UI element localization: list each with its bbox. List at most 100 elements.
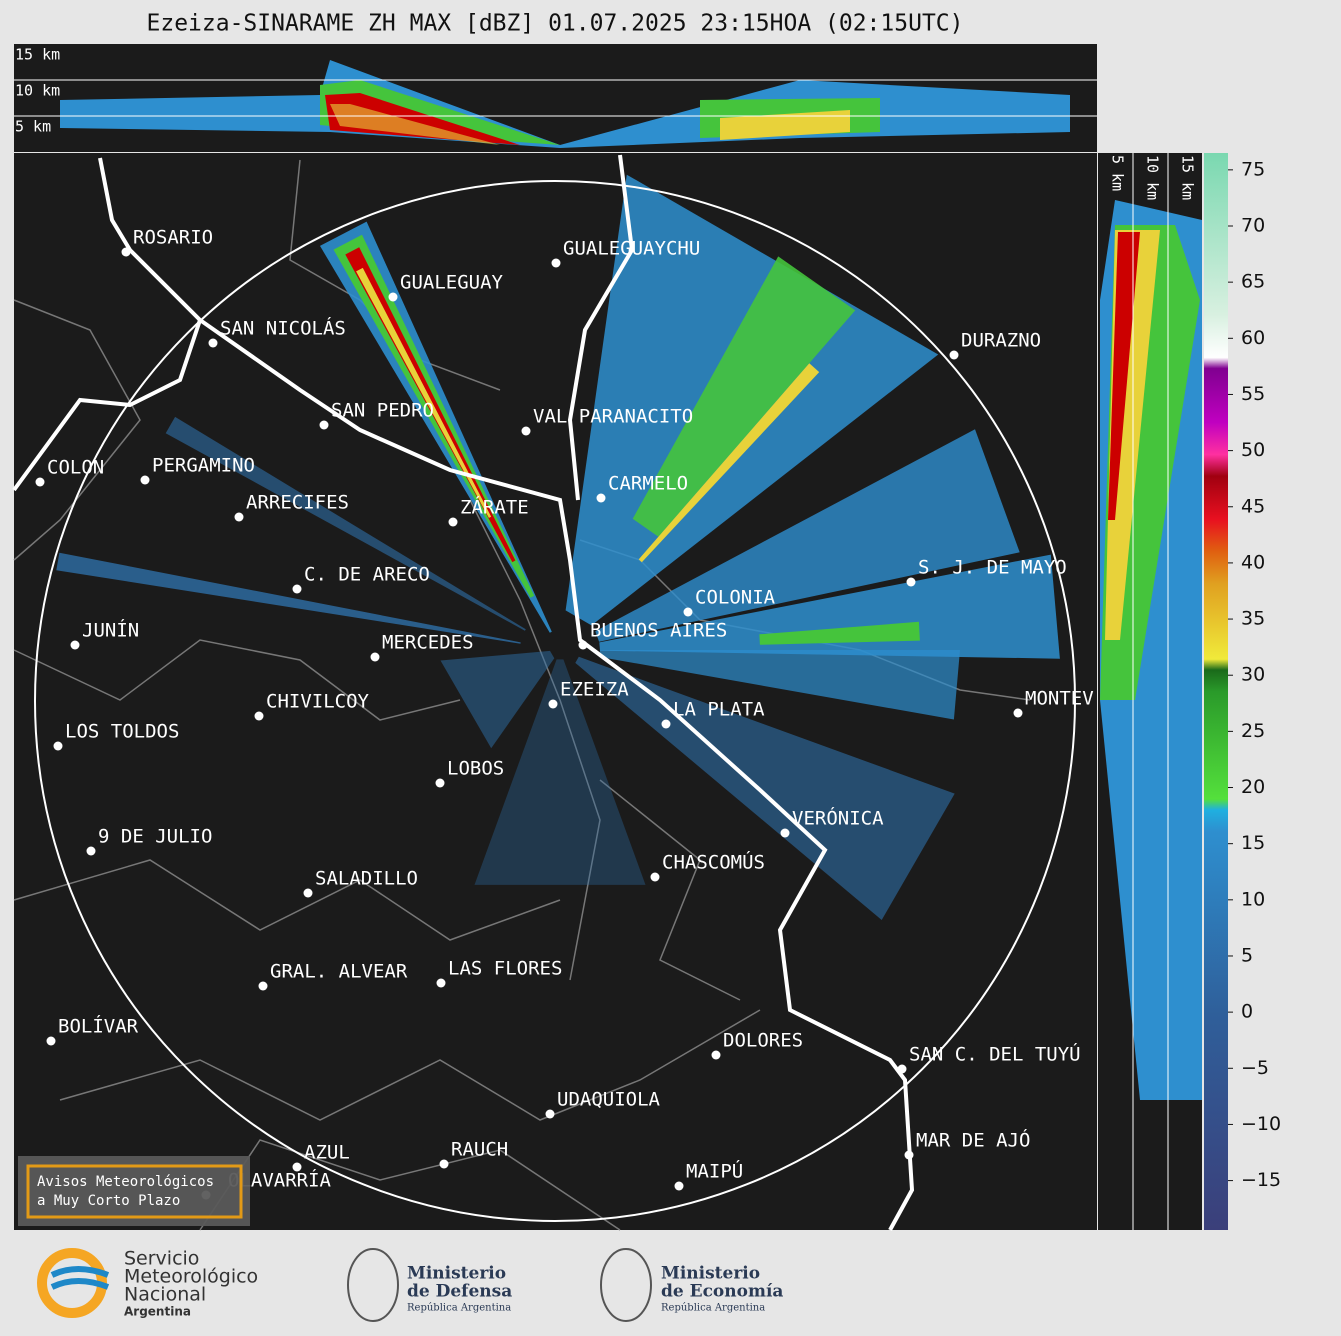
colorbar-bar	[1204, 153, 1228, 1230]
colorbar-tick-label: 25	[1241, 720, 1265, 742]
city-label: AZUL	[304, 1142, 350, 1164]
city-dot	[906, 577, 916, 587]
city-dot	[674, 1181, 684, 1191]
city-dot	[140, 475, 150, 485]
city-dot	[439, 1159, 449, 1169]
echo-wedge	[165, 416, 526, 631]
city-label: SALADILLO	[315, 868, 418, 890]
echo-wedge	[356, 267, 492, 518]
city-dot	[70, 640, 80, 650]
colorbar-tick-label: 55	[1241, 383, 1265, 405]
city-dot	[388, 292, 398, 302]
city-label: LA PLATA	[673, 699, 765, 721]
logo-text: Servicio	[124, 1248, 199, 1270]
city-dot	[448, 517, 458, 527]
echo-wedge	[599, 554, 1060, 659]
city-dot	[521, 426, 531, 436]
city-label: SAN C. DEL TUYÚ	[909, 1042, 1081, 1066]
city-dot	[711, 1050, 721, 1060]
city-label: DOLORES	[723, 1030, 803, 1052]
city-label: CHASCOMÚS	[662, 850, 765, 874]
logo-text: Argentina	[124, 1305, 191, 1319]
city-label: CARMELO	[608, 473, 688, 495]
range-ring	[34, 180, 1076, 1222]
title: Ezeiza-SINARAME ZH MAX [dBZ] 01.07.2025 …	[147, 11, 964, 37]
city-label: BOLÍVAR	[58, 1015, 139, 1038]
echo-wedge	[474, 659, 646, 885]
colorbar-tick-label: 15	[1241, 832, 1265, 854]
city-dot	[292, 1162, 302, 1172]
echo-wedge	[440, 650, 555, 749]
colorbar-tick-label: 35	[1241, 608, 1265, 630]
echo-wedge	[638, 363, 820, 563]
logo-text: de Economía	[661, 1282, 783, 1302]
coat-of-arms	[347, 1248, 399, 1322]
notice-text: Avisos Meteorológicos	[37, 1174, 214, 1190]
city-label: MERCEDES	[382, 632, 474, 654]
side-height-label: 10 km	[1144, 155, 1162, 200]
colorbar-tick-label: 10	[1241, 888, 1265, 910]
city-label: DURAZNO	[961, 330, 1041, 352]
logo-text: República Argentina	[661, 1303, 765, 1314]
cities: ROSARIO GUALEGUAY GUALEGUAYCHU SAN NICOLÁS D…	[35, 227, 1094, 1200]
city-dot	[319, 420, 329, 430]
city-dot	[683, 607, 693, 617]
logo-text: Meteorológico	[124, 1266, 258, 1288]
logo-text: Ministerio	[661, 1264, 760, 1284]
colorbar-tick-label: −15	[1241, 1169, 1281, 1191]
city-dot	[436, 978, 446, 988]
city-label: LOS TOLDOS	[65, 721, 179, 743]
colorbar-tick-label: 30	[1241, 664, 1265, 686]
height-label: 5 km	[15, 118, 51, 136]
notice-frame	[26, 1164, 243, 1219]
city-dot	[661, 719, 671, 729]
city-dot	[208, 338, 218, 348]
city-label: MAR DE AJÓ	[916, 1128, 1030, 1152]
city-dot	[234, 512, 244, 522]
height-label: 15 km	[15, 46, 60, 64]
city-label: EZEIZA	[560, 679, 629, 701]
city-dot	[258, 981, 268, 991]
city-dot	[650, 872, 660, 882]
city-dot	[578, 640, 588, 650]
colorbar-tick-label: 50	[1241, 439, 1265, 461]
city-label: GUALEGUAYCHU	[563, 238, 700, 260]
coat-of-arms	[600, 1248, 652, 1322]
city-label: GRAL. ALVEAR	[270, 961, 408, 983]
city-dot	[292, 584, 302, 594]
colorbar-tick-label: 5	[1241, 944, 1253, 966]
height-label: 10 km	[15, 82, 60, 100]
side-echo	[1100, 200, 1202, 1100]
city-dot	[435, 778, 445, 788]
city-label: SAN PEDRO	[331, 400, 434, 422]
city-label: 9 DE JULIO	[98, 826, 212, 848]
boundaries	[13, 159, 1031, 1231]
colorbar-tick-label: 0	[1241, 1001, 1253, 1023]
echo-wedge	[599, 650, 960, 720]
colorbar-tick-label: 20	[1241, 776, 1265, 798]
city-dot	[904, 1150, 914, 1160]
city-dot	[949, 350, 959, 360]
echo-wedge	[632, 256, 856, 537]
colorbar-tick-label: −10	[1241, 1113, 1281, 1135]
city-dot	[1013, 708, 1023, 718]
city-dot	[370, 652, 380, 662]
logo-text: Ministerio	[407, 1264, 506, 1284]
height-echo	[60, 60, 1070, 148]
city-label: VAL PARANACITO	[533, 406, 693, 428]
city-label: CHIVILCOY	[266, 691, 370, 713]
logo-text: Nacional	[124, 1284, 206, 1306]
city-label: COLONIA	[695, 587, 776, 609]
colorbar-tick-label: 45	[1241, 495, 1265, 517]
colorbar-tick-label: 65	[1241, 271, 1265, 293]
city-label: UDAQUIOLA	[557, 1089, 661, 1111]
city-label: VERÓNICA	[792, 806, 884, 830]
city-label: ZÁRATE	[460, 496, 529, 519]
city-label: GUALEGUAY	[400, 272, 504, 294]
colorbar-tick-label: 75	[1241, 158, 1265, 180]
notice-box[interactable]	[18, 1156, 250, 1226]
colorbar-tick-label: −5	[1241, 1057, 1269, 1079]
city-label: LAS FLORES	[448, 958, 562, 980]
